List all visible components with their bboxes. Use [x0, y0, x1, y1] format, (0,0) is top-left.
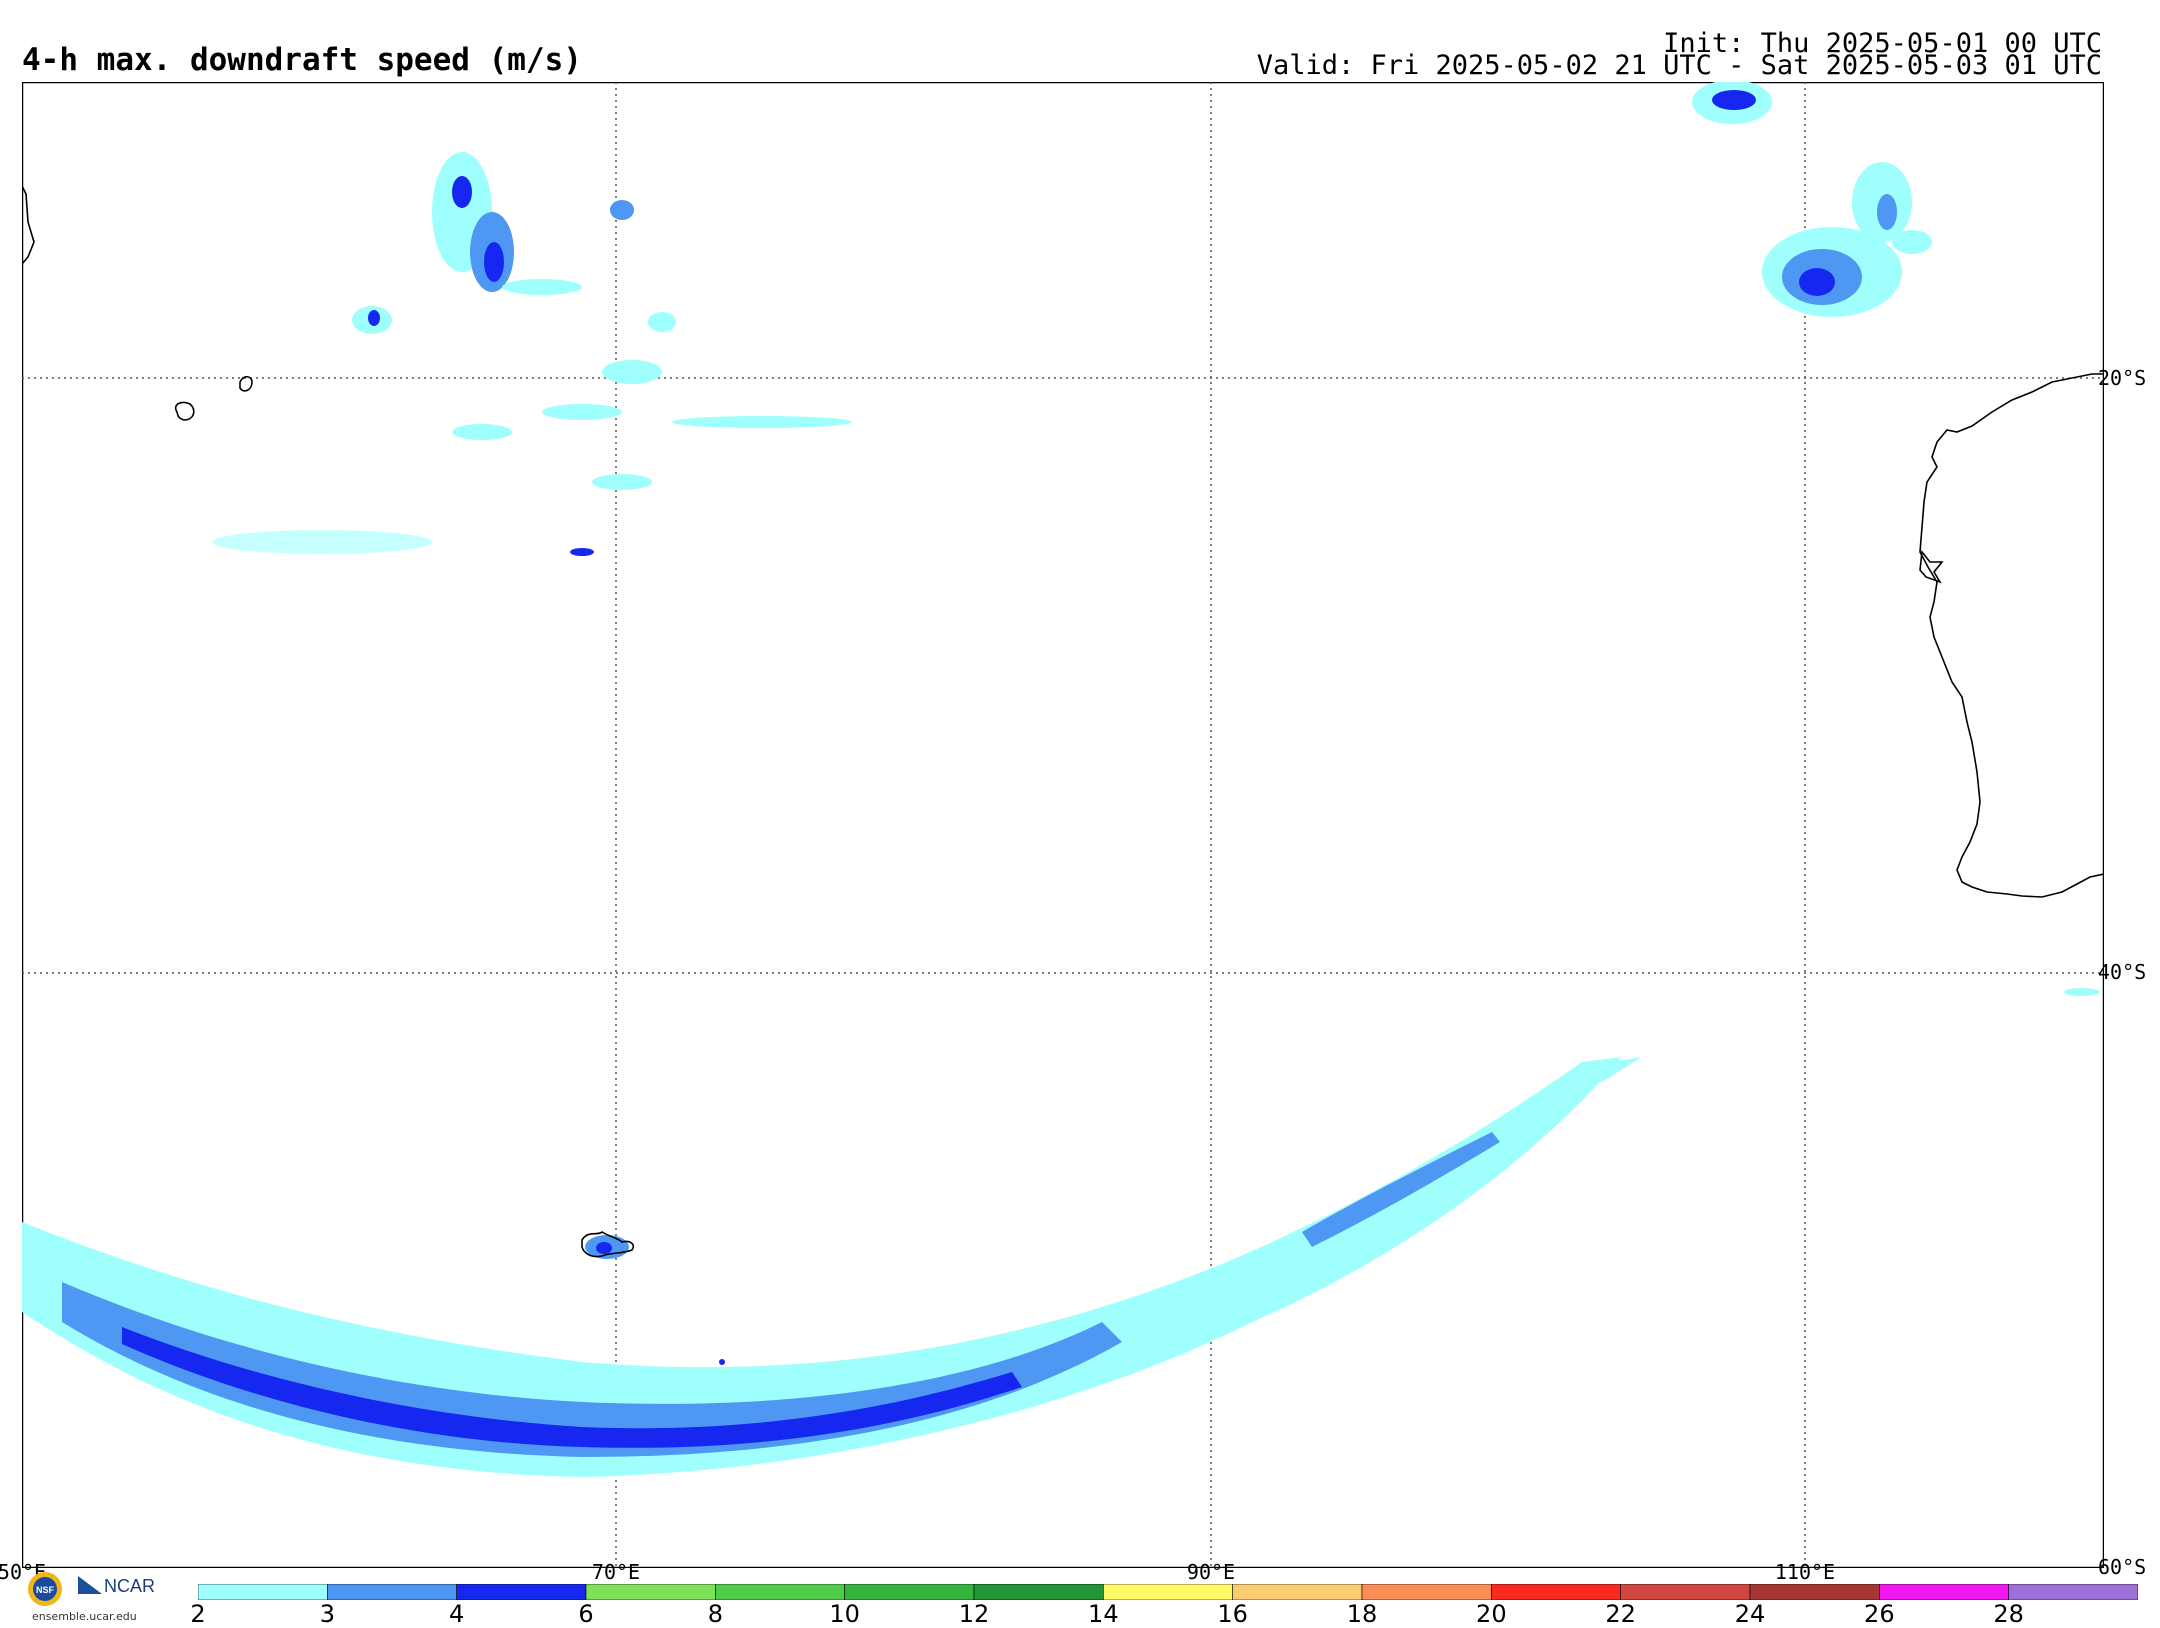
colorbar: [198, 1584, 2138, 1600]
cell: [610, 200, 634, 220]
colorbar-tick-label: 16: [1217, 1600, 1248, 1628]
colorbar-tick-label: 2: [190, 1600, 206, 1628]
init-time: Init: Thu 2025-05-01 00 UTC: [1663, 28, 2102, 59]
site-url: ensemble.ucar.edu: [32, 1610, 137, 1623]
credits-logos: NSF NCAR ensemble.ucar.edu: [22, 1566, 172, 1626]
colorbar-swatch: [1879, 1584, 2009, 1600]
band-level-3b: [1302, 1132, 1500, 1247]
colorbar-tick-label: 18: [1346, 1600, 1378, 1628]
map-frame: [22, 82, 2104, 1568]
australia-west-coast: [1919, 373, 2104, 898]
colorbar-swatch: [1232, 1584, 1363, 1600]
cell: [368, 310, 380, 326]
cell: [1712, 90, 1756, 110]
cell: [672, 416, 852, 428]
cell: [452, 424, 512, 440]
band-level-2: [22, 1057, 1622, 1477]
lat-label-40s: 40°S: [2098, 960, 2147, 984]
cell: [212, 530, 432, 554]
cell: [602, 360, 662, 384]
colorbar-swatch: [456, 1584, 587, 1600]
reunion-coast: [239, 375, 253, 392]
cell: [648, 312, 676, 332]
colorbar-tick-label: 12: [958, 1600, 990, 1628]
downdraft-cells-misc: [585, 988, 2100, 1365]
cell: [452, 176, 472, 208]
colorbar-swatch: [1491, 1584, 1621, 1600]
cell: [1877, 194, 1897, 230]
kerguelen-coast: [581, 1230, 635, 1258]
colorbar-tick-label: 6: [578, 1600, 594, 1628]
nsf-logo-icon: NSF: [28, 1572, 62, 1606]
cell: [1799, 268, 1835, 296]
cell: [1892, 230, 1932, 254]
lon-label-70e: 70°E: [591, 1560, 641, 1584]
gridlines: [22, 82, 2104, 1568]
mauritius-coast: [174, 401, 195, 421]
svg-text:NSF: NSF: [36, 1585, 55, 1595]
cell: [2064, 988, 2100, 996]
colorbar-swatch: [1103, 1584, 1233, 1600]
map-title: 4-h max. downdraft speed (m/s): [22, 42, 582, 78]
colorbar-tick-label: 3: [319, 1600, 335, 1628]
colorbar-tick-label: 4: [449, 1600, 465, 1628]
band-level-4: [122, 1327, 1022, 1448]
valid-time-range: Valid: Fri 2025-05-02 21 UTC - Sat 2025-…: [1256, 50, 2102, 81]
cell: [719, 1359, 725, 1365]
colorbar-tick-label: 22: [1605, 1600, 1636, 1628]
cell: [596, 1242, 612, 1254]
ncar-logo-text: NCAR: [104, 1576, 156, 1596]
colorbar-swatch: [585, 1584, 716, 1600]
colorbar-swatch: [1361, 1584, 1492, 1600]
downdraft-cells-northwest: [212, 152, 852, 556]
colorbar-tick-label: 8: [707, 1600, 723, 1628]
lon-label-110e: 110°E: [1774, 1560, 1836, 1584]
colorbar-swatch: [327, 1584, 457, 1600]
map-panel: [22, 82, 2104, 1568]
lon-label-90e: 90°E: [1186, 1560, 1236, 1584]
ncar-logo-icon: [78, 1576, 102, 1594]
cell: [502, 279, 582, 295]
colorbar-tick-label: 24: [1734, 1600, 1766, 1628]
colorbar-swatch: [2008, 1584, 2138, 1600]
madagascar-coast: [22, 185, 35, 265]
coastlines: [22, 185, 2104, 1258]
downdraft-cells-northeast: [1692, 82, 1932, 317]
lat-label-60s: 60°S: [2098, 1555, 2147, 1579]
colorbar-tick-label: 26: [1864, 1600, 1895, 1628]
cell: [570, 548, 594, 556]
colorbar-tick-label: 14: [1088, 1600, 1119, 1628]
shark-bay-coast: [1919, 549, 1944, 584]
colorbar-swatch: [1749, 1584, 1880, 1600]
colorbar-tick-label: 28: [1993, 1600, 2024, 1628]
band-level-2-tail: [1582, 1057, 1642, 1082]
colorbar-tick-label: 10: [829, 1600, 860, 1628]
lat-label-20s: 20°S: [2098, 366, 2147, 390]
colorbar-swatch: [973, 1584, 1104, 1600]
band-level-4b: [202, 1360, 432, 1427]
cell: [542, 404, 622, 420]
colorbar-swatch: [715, 1584, 845, 1600]
downdraft-band-south: [22, 1057, 1642, 1477]
cell: [484, 242, 504, 282]
cell: [592, 474, 652, 490]
colorbar-swatch: [1620, 1584, 1751, 1600]
colorbar-swatch: [844, 1584, 975, 1600]
colorbar-tick-label: 20: [1476, 1600, 1507, 1628]
colorbar-swatch: [198, 1584, 328, 1600]
